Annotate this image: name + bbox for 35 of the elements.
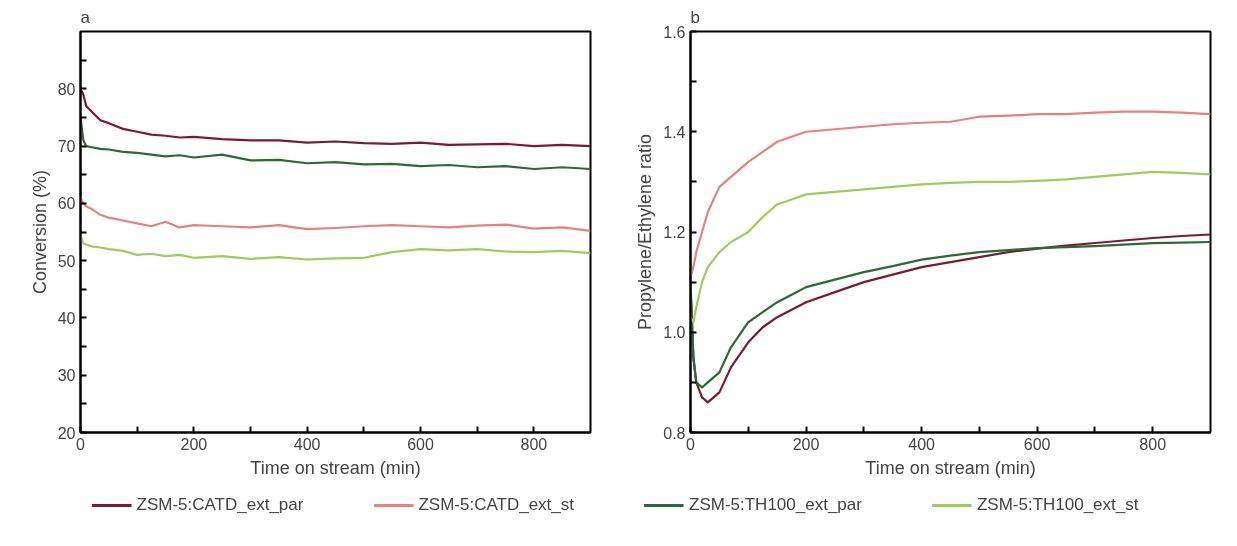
x-tick-label: 400	[908, 435, 936, 453]
y-tick-label: 60	[57, 195, 76, 213]
y-axis-title: Propylene/Ethylene ratio	[635, 133, 656, 331]
x-axis-title: Time on stream (min)	[250, 457, 421, 478]
y-tick-label: 40	[57, 309, 76, 327]
y-tick-label: 1.0	[663, 324, 686, 342]
x-tick-label: 800	[1139, 435, 1167, 453]
legend-label: ZSM-5:CATD_ext_st	[418, 495, 574, 515]
y-tick-label: 1.6	[663, 23, 686, 41]
y-tick-label: 0.8	[663, 424, 686, 442]
x-axis-title: Time on stream (min)	[865, 457, 1036, 478]
chart-title: b	[690, 7, 700, 27]
y-tick-label: 50	[57, 252, 76, 270]
chart-title: a	[80, 7, 91, 27]
y-tick-label: 1.4	[663, 123, 686, 141]
x-tick-label: 0	[686, 435, 696, 453]
x-tick-label: 400	[293, 435, 321, 453]
line-series	[80, 196, 591, 232]
x-tick-label: 200	[792, 435, 820, 453]
y-tick-label: 1.2	[663, 224, 686, 241]
y-tick-label: 20	[57, 424, 76, 442]
x-tick-label: 200	[180, 435, 208, 453]
line-series	[690, 170, 1211, 324]
y-tick-label: 30	[57, 367, 76, 385]
line-series	[80, 87, 591, 148]
x-tick-label: 0	[76, 435, 86, 453]
legend-label: ZSM-5:TH100_ext_par	[689, 495, 862, 515]
x-tick-label: 800	[520, 435, 548, 453]
y-tick-label: 80	[57, 80, 76, 98]
y-tick-label: 70	[57, 138, 76, 156]
legend-label: ZSM-5:CATD_ext_par	[136, 495, 304, 515]
legend-label: ZSM-5:TH100_ext_st	[976, 495, 1139, 515]
y-axis-title: Conversion (%)	[29, 169, 50, 295]
x-tick-label: 600	[407, 435, 434, 453]
x-tick-label: 600	[1023, 435, 1051, 453]
